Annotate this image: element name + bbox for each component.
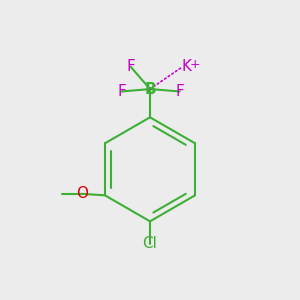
Text: +: + (190, 58, 200, 71)
Text: K: K (181, 59, 191, 74)
Text: Cl: Cl (142, 236, 158, 251)
Text: F: F (117, 84, 126, 99)
Text: F: F (175, 84, 184, 99)
Text: O: O (76, 186, 88, 201)
Text: F: F (126, 59, 135, 74)
Text: B: B (144, 82, 156, 97)
